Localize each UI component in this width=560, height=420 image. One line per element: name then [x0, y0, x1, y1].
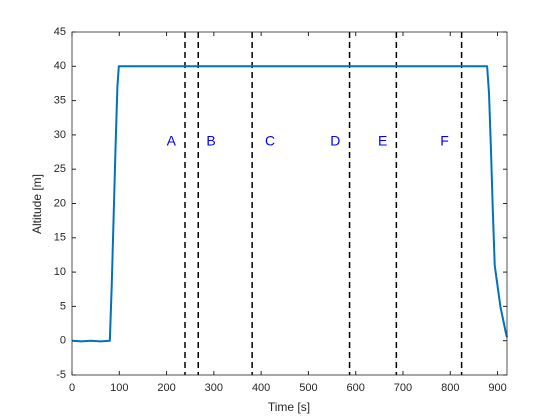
y-tick-label: 10: [54, 266, 66, 278]
y-axis-label: Altitude [m]: [30, 174, 44, 234]
x-tick-label: 300: [205, 382, 223, 394]
plot-frame: [71, 31, 508, 376]
y-tick-label: 5: [60, 300, 66, 312]
y-tick-label: 35: [54, 95, 66, 107]
x-tick-label: 500: [299, 382, 317, 394]
y-tick-label: 40: [54, 60, 66, 72]
y-tick-label: 15: [54, 232, 66, 244]
y-tick-label: 20: [54, 197, 66, 209]
segment-label: D: [330, 132, 340, 148]
segment-label: C: [265, 132, 275, 148]
y-tick-label: 30: [54, 129, 66, 141]
y-tick-label: 45: [54, 26, 66, 38]
segment-label: E: [378, 132, 387, 148]
y-tick-label: 0: [60, 335, 66, 347]
segment-label: F: [440, 132, 449, 148]
x-axis-label: Time [s]: [268, 400, 310, 414]
x-tick-label: 900: [488, 382, 506, 394]
segment-label: B: [206, 132, 215, 148]
x-tick-label: 800: [441, 382, 459, 394]
y-tick-label: -5: [56, 369, 66, 381]
x-tick-label: 0: [69, 382, 75, 394]
x-tick-label: 700: [394, 382, 412, 394]
x-tick-label: 600: [347, 382, 365, 394]
y-tick-label: 25: [54, 163, 66, 175]
x-tick-label: 200: [157, 382, 175, 394]
x-tick-label: 100: [110, 382, 128, 394]
data-line: [71, 65, 508, 343]
segment-label: A: [167, 132, 177, 148]
x-tick-label: 400: [252, 382, 270, 394]
